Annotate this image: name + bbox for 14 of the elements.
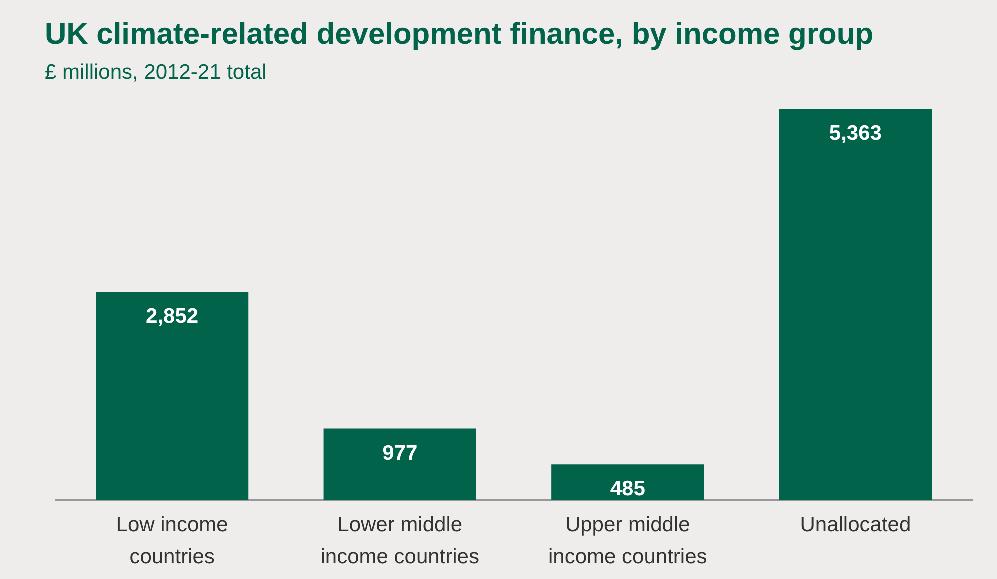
- chart-subtitle: £ millions, 2012-21 total: [45, 61, 267, 84]
- chart-title: UK climate-related development finance, by income group: [45, 18, 874, 51]
- x-tick-label: Unallocated: [800, 514, 912, 536]
- x-tick-label: Lower middle income countries: [320, 514, 480, 568]
- data-label: 5,363: [829, 122, 882, 145]
- bar: [324, 428, 476, 500]
- bar: [96, 292, 249, 500]
- bar: [779, 109, 932, 500]
- x-tick-label: Low income countries: [116, 514, 228, 568]
- x-tick-label: Upper middle income countries: [548, 514, 708, 568]
- bar: [552, 464, 704, 500]
- data-label: 977: [382, 442, 418, 465]
- data-label: 485: [610, 478, 646, 501]
- data-label: 2,852: [146, 305, 199, 328]
